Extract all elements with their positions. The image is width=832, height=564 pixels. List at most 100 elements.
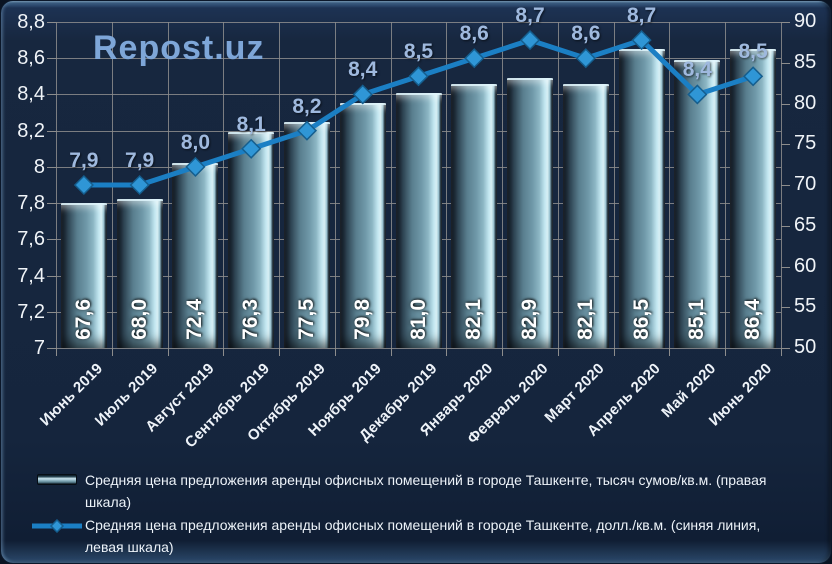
right-axis-tick-label: 75 — [794, 132, 817, 155]
right-axis-tick — [781, 348, 790, 349]
legend-marker-cell — [29, 469, 85, 485]
x-axis-tick — [446, 348, 448, 356]
x-axis-tick — [390, 348, 392, 356]
left-axis-tick — [47, 22, 56, 23]
right-axis-tick-label: 65 — [794, 213, 817, 236]
right-axis-tick — [781, 22, 790, 23]
gridline-vertical — [334, 22, 336, 348]
right-axis-tick — [781, 185, 790, 186]
x-axis-tick — [111, 348, 113, 356]
line-value-label: 8,4 — [348, 58, 378, 82]
line-value-label: 8,7 — [515, 4, 545, 28]
left-axis-tick-label: 8,2 — [17, 119, 45, 142]
left-axis-tick — [47, 94, 56, 96]
left-axis-tick — [47, 58, 56, 60]
left-axis-tick — [47, 239, 56, 241]
line-value-label: 8,2 — [292, 94, 322, 118]
line-value-label: 8,1 — [236, 112, 266, 136]
right-axis-tick — [781, 266, 790, 268]
gridline-vertical — [557, 22, 559, 348]
right-axis-tick — [781, 307, 790, 309]
diamond-marker-icon — [129, 174, 150, 196]
right-axis-tick-label: 80 — [794, 91, 817, 114]
legend-item-line-series: Средняя цена предложения аренды офисных … — [29, 514, 799, 558]
bar-series-marker-icon — [37, 474, 77, 485]
gridline-vertical — [725, 22, 727, 348]
right-axis-tick-label: 60 — [794, 254, 817, 277]
right-axis-tick-label: 50 — [794, 336, 817, 358]
left-axis-tick-label: 7,6 — [17, 228, 45, 251]
left-axis-tick — [47, 275, 56, 277]
legend: Средняя цена предложения аренды офисных … — [29, 469, 799, 559]
gridline-horizontal — [56, 58, 781, 60]
bar: 86,4 — [730, 49, 777, 348]
watermark: Repost.uz — [93, 29, 265, 67]
line-series-marker-icon — [32, 519, 82, 533]
left-axis-tick-label: 7,2 — [17, 300, 45, 323]
gridline-horizontal — [56, 348, 781, 349]
left-axis-tick-label: 7,4 — [17, 264, 45, 287]
bar: 85,1 — [674, 59, 721, 348]
left-axis-tick-label: 7,8 — [17, 192, 45, 215]
diamond-marker-icon — [631, 30, 652, 51]
left-axis-tick — [47, 311, 56, 313]
right-axis-tick — [781, 144, 790, 146]
line-value-label: 8,6 — [571, 22, 601, 46]
left-axis-tick — [47, 348, 56, 349]
line-value-label: 8,5 — [738, 40, 768, 64]
legend-item-bar-series: Средняя цена предложения аренды офисных … — [29, 469, 799, 513]
legend-label-bar-series: Средняя цена предложения аренды офисных … — [85, 472, 767, 510]
legend-label-line-series: Средняя цена предложения аренды офисных … — [85, 517, 761, 555]
right-axis-tick — [781, 225, 790, 227]
left-axis-tick-label: 7 — [33, 337, 45, 359]
x-axis-tick — [279, 348, 281, 356]
x-axis-tick — [334, 348, 336, 356]
diamond-marker-icon — [687, 84, 708, 105]
gridline-vertical — [446, 22, 448, 348]
gridline-vertical — [502, 22, 504, 348]
line-value-label: 8,4 — [682, 58, 712, 82]
x-axis-tick — [167, 348, 169, 356]
gridline-vertical — [781, 22, 782, 348]
left-axis-tick — [47, 166, 56, 168]
gridline-vertical — [223, 22, 225, 348]
bar: 86,5 — [618, 48, 665, 348]
gridline-vertical — [613, 22, 615, 348]
plot-area: 67,6 68,0 72,4 76,3 77,5 79,8 81,0 82,1 82,9 82,1… — [56, 4, 782, 349]
left-axis-tick — [47, 203, 56, 205]
right-axis-tick-label: 55 — [794, 295, 817, 318]
bar: 82,9 — [507, 77, 554, 348]
x-axis-tick — [557, 348, 559, 356]
diamond-marker-icon — [73, 174, 94, 196]
diamond-marker-icon — [296, 120, 318, 141]
left-axis-tick-label: 8,8 — [17, 11, 45, 33]
bar: 82,1 — [562, 84, 609, 348]
x-axis-tick — [613, 348, 615, 356]
diamond-marker-icon — [464, 48, 485, 69]
x-axis-tick — [669, 348, 671, 356]
x-axis-tick — [56, 348, 57, 356]
right-axis-tick — [781, 103, 790, 105]
left-axis-tick-label: 8,6 — [17, 47, 45, 70]
left-axis-tick-label: 8,4 — [17, 83, 45, 106]
gridline-vertical — [669, 22, 671, 348]
line-value-label: 8,6 — [459, 22, 489, 46]
price-line-series — [73, 30, 764, 196]
diamond-marker-icon — [743, 66, 764, 87]
diamond-marker-icon — [352, 84, 373, 105]
diamond-marker-icon — [408, 66, 429, 87]
bar: 77,5 — [283, 121, 330, 348]
line-value-label: 8,0 — [180, 130, 211, 154]
line-value-label: 8,5 — [403, 40, 434, 64]
right-axis-tick — [781, 62, 790, 64]
diamond-marker-icon — [575, 48, 596, 69]
bar: 81,0 — [395, 93, 442, 348]
line-value-label: 8,7 — [626, 4, 657, 28]
legend-marker-cell — [29, 514, 85, 533]
diamond-marker-icon — [519, 30, 541, 51]
x-axis-tick — [781, 348, 782, 356]
left-axis-tick-label: 8 — [33, 155, 45, 178]
diamond-marker-icon — [241, 138, 262, 159]
right-axis-tick-label: 85 — [794, 50, 817, 73]
